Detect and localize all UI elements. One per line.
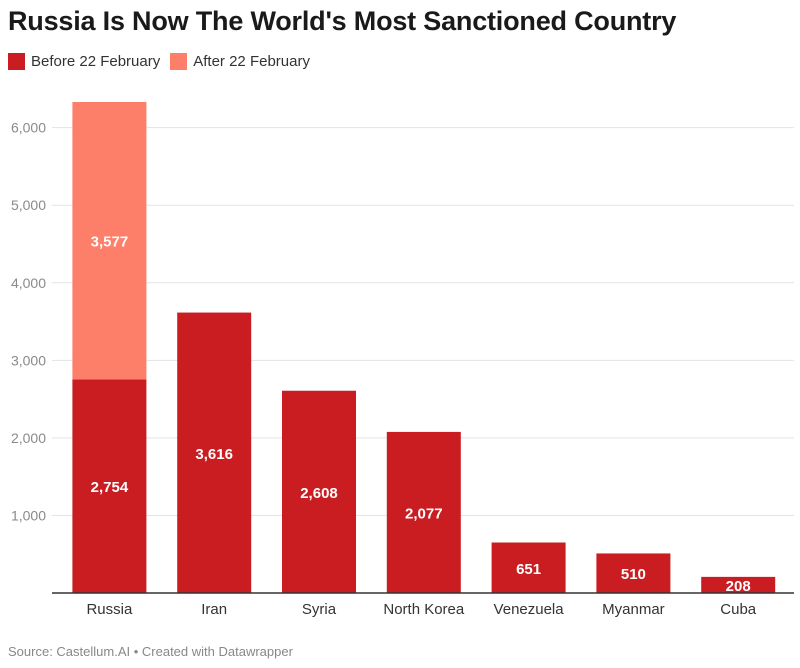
bar-value-label: 2,754 (91, 479, 129, 496)
x-category-label: Iran (201, 601, 227, 618)
chart-title: Russia Is Now The World's Most Sanctione… (8, 6, 677, 36)
bar-after (72, 102, 147, 380)
y-tick-label: 3,000 (11, 352, 46, 368)
y-tick-label: 2,000 (11, 430, 46, 446)
bar-before (701, 576, 776, 593)
y-tick-label: 4,000 (11, 275, 46, 291)
y-tick-label: 6,000 (11, 120, 46, 136)
bar-before (177, 312, 252, 593)
legend-item-after: After 22 February (170, 53, 310, 70)
bar-before (386, 431, 461, 593)
legend-label-after: After 22 February (193, 53, 310, 70)
bar-value-label: 2,608 (300, 485, 338, 502)
bar-value-label: 651 (516, 561, 541, 578)
bar-before (282, 390, 356, 593)
legend-item-before: Before 22 February (8, 53, 160, 70)
bar-value-label: 3,577 (91, 234, 129, 251)
legend-label-before: Before 22 February (31, 53, 161, 70)
y-tick-label: 1,000 (11, 507, 46, 523)
footer-credit: Created with Datawrapper (141, 644, 293, 659)
footer-source: Source: Castellum.AI (8, 644, 131, 659)
legend-swatch-before (8, 53, 25, 70)
bar-before (596, 553, 671, 593)
legend-swatch-after (170, 53, 188, 70)
x-category-label: Syria (302, 601, 337, 618)
footer-separator: • (130, 644, 142, 659)
y-tick-label: 5,000 (11, 197, 46, 213)
x-category-label: Venezuela (494, 601, 565, 618)
bar-value-label: 510 (621, 566, 646, 583)
x-category-label: Myanmar (602, 601, 665, 618)
bar-before (491, 542, 566, 593)
x-category-label: Russia (86, 601, 133, 618)
bar-value-label: 2,077 (405, 505, 443, 522)
bar-value-label: 3,616 (195, 446, 233, 463)
footer: Source: Castellum.AI • Created with Data… (8, 644, 293, 659)
x-category-label: Cuba (720, 601, 757, 618)
bar-before (72, 379, 147, 593)
bar-value-label: 208 (726, 578, 751, 595)
legend: Before 22 February After 22 February (8, 53, 320, 70)
x-category-label: North Korea (383, 601, 465, 618)
